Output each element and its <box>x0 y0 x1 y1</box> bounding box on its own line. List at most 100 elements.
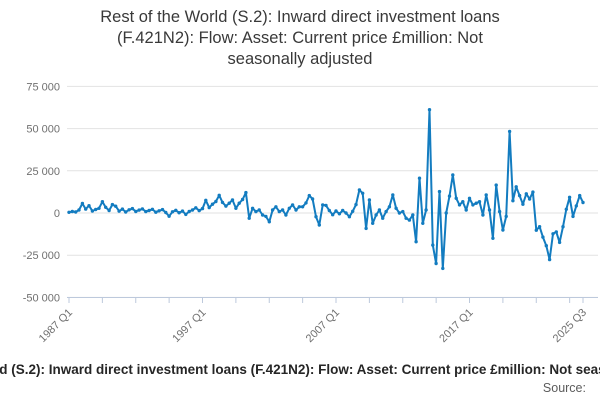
data-point-marker <box>87 204 91 208</box>
y-tick-label: -50 000 <box>23 292 60 304</box>
data-point-marker <box>74 210 78 214</box>
data-point-marker <box>534 228 538 232</box>
data-point-marker <box>321 203 325 207</box>
data-point-marker <box>70 209 75 214</box>
data-point-marker <box>364 226 368 231</box>
data-point-marker <box>494 183 498 187</box>
data-point-marker <box>501 228 505 232</box>
data-point-marker <box>341 208 345 213</box>
data-point-marker <box>524 192 528 196</box>
data-point-marker <box>491 236 495 240</box>
data-point-marker <box>280 208 285 212</box>
data-point-marker <box>77 208 81 212</box>
data-point-marker <box>317 223 321 227</box>
data-point-marker <box>354 202 358 207</box>
data-point-marker <box>314 215 318 219</box>
data-point-marker <box>120 207 125 211</box>
data-point-marker <box>421 221 425 225</box>
x-tick-label: 2007 Q1 <box>304 307 342 345</box>
data-point-marker <box>437 189 442 194</box>
data-point-marker <box>194 206 198 210</box>
y-tick-label: 50 000 <box>26 124 60 136</box>
y-tick-label: 25 000 <box>26 166 60 178</box>
data-point-marker <box>287 206 291 210</box>
data-point-marker <box>224 204 228 208</box>
data-point-marker <box>134 209 138 214</box>
data-point-marker <box>80 201 85 206</box>
data-point-marker <box>401 209 405 214</box>
data-point-marker <box>481 213 485 217</box>
data-point-marker <box>451 173 455 177</box>
data-point-marker <box>387 205 392 209</box>
data-point-marker <box>557 240 562 245</box>
data-point-marker <box>357 188 362 192</box>
data-point-marker <box>184 212 188 217</box>
data-point-marker <box>230 198 235 202</box>
data-point-marker <box>234 206 238 210</box>
data-point-marker <box>381 216 385 220</box>
data-point-marker <box>547 257 552 262</box>
data-point-marker <box>84 207 88 211</box>
data-point-marker <box>160 207 165 212</box>
data-point-marker <box>244 190 248 195</box>
series-caption: Rest of the World (S.2): Inward direct i… <box>0 362 600 381</box>
data-point-marker <box>411 213 415 217</box>
data-point-marker <box>180 209 185 213</box>
data-point-marker <box>307 193 311 198</box>
data-point-marker <box>150 207 155 211</box>
data-point-marker <box>551 232 555 236</box>
data-point-marker <box>107 208 111 213</box>
data-point-marker <box>337 212 342 216</box>
data-point-marker <box>154 210 158 214</box>
data-point-marker <box>240 197 245 202</box>
data-point-marker <box>164 210 168 215</box>
data-point-marker <box>260 213 265 217</box>
data-point-marker <box>434 261 438 266</box>
data-point-marker <box>217 193 221 197</box>
data-point-marker <box>457 203 462 207</box>
data-point-marker <box>444 211 448 215</box>
data-point-marker <box>404 216 408 220</box>
data-point-marker <box>441 266 445 271</box>
data-point-marker <box>227 201 231 205</box>
data-point-marker <box>124 210 128 214</box>
y-tick-label: 0 <box>54 208 60 220</box>
data-point-marker <box>200 206 205 211</box>
x-tick-label: 2017 Q1 <box>437 307 475 345</box>
data-point-marker <box>504 214 508 219</box>
data-point-marker <box>484 193 488 197</box>
data-point-marker <box>567 195 572 199</box>
timeseries-line-chart: 75 000 50 000 25 000 0 -25 000 -50 000 1987 Q1… <box>23 81 598 345</box>
data-point-marker <box>187 209 191 214</box>
data-point-marker <box>414 240 418 244</box>
data-point-marker <box>220 200 225 205</box>
data-point-marker <box>367 198 372 202</box>
data-point-marker <box>477 200 482 204</box>
data-point-marker <box>157 209 161 213</box>
data-point-marker <box>190 208 195 212</box>
data-point-marker <box>197 208 201 213</box>
data-point-marker <box>100 200 105 204</box>
data-point-marker <box>290 203 295 207</box>
data-point-marker <box>427 108 432 112</box>
data-point-marker <box>574 204 578 208</box>
data-point-marker <box>257 208 261 212</box>
data-point-marker <box>374 213 378 217</box>
data-point-marker <box>214 199 218 204</box>
data-point-marker <box>300 205 305 209</box>
data-point-marker <box>267 220 271 224</box>
data-point-marker <box>407 218 412 222</box>
data-point-marker <box>170 210 175 214</box>
series-caption-text: Rest of the World (S.2): Inward direct i… <box>0 362 600 377</box>
data-point-marker <box>344 211 348 215</box>
data-point-marker <box>511 199 515 203</box>
data-point-marker <box>284 213 288 217</box>
data-point-marker <box>177 211 181 215</box>
data-point-marker <box>210 202 215 206</box>
data-point-marker <box>174 208 178 212</box>
chart-title: Rest of the World (S.2): Inward direct i… <box>0 7 600 70</box>
data-point-marker <box>474 201 478 205</box>
data-point-marker <box>467 196 472 200</box>
data-point-marker <box>531 190 535 194</box>
